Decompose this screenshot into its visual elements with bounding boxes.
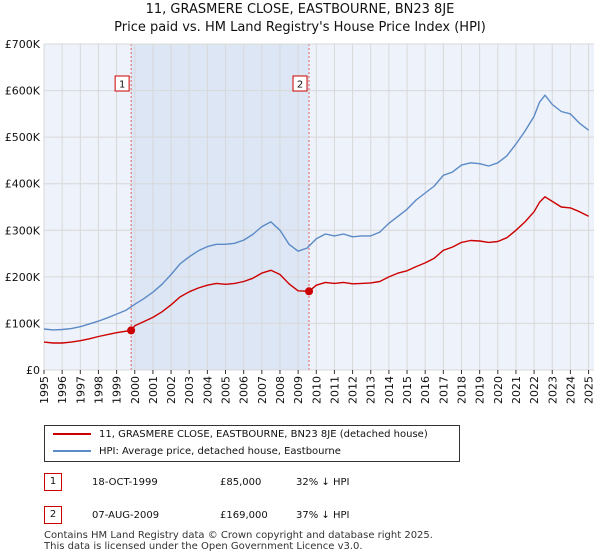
- property-line-swatch: [53, 433, 91, 435]
- x-tick-label: 2017: [437, 376, 450, 404]
- legend-hpi-label: HPI: Average price, detached house, East…: [99, 446, 341, 457]
- chart-title: 11, GRASMERE CLOSE, EASTBOURNE, BN23 8JE…: [0, 1, 600, 37]
- footer-attribution: Contains HM Land Registry data © Crown c…: [44, 530, 433, 552]
- legend-item-property: 11, GRASMERE CLOSE, EASTBOURNE, BN23 8JE…: [53, 427, 428, 443]
- sale-point: [127, 326, 136, 335]
- hpi-line-swatch: [53, 450, 91, 452]
- y-tick-label: £300K: [5, 224, 41, 237]
- y-tick-label: £0: [26, 364, 40, 377]
- property-price-line: [43, 196, 589, 344]
- ownership-shaded-region: [131, 44, 310, 370]
- legend: 11, GRASMERE CLOSE, EASTBOURNE, BN23 8JE…: [44, 425, 460, 462]
- sale-label-box: [114, 75, 130, 92]
- x-tick-label: 1999: [111, 376, 124, 404]
- transaction-date: 07-AUG-2009: [92, 510, 160, 521]
- x-tick-label: 2016: [419, 376, 432, 404]
- price-chart: 1 2 £0 £100K £200K £300K £400K £500K £600K £700K…: [5, 38, 596, 404]
- x-tick-label: 2002: [165, 376, 178, 404]
- chart-title-line1: 11, GRASMERE CLOSE, EASTBOURNE, BN23 8JE: [145, 2, 455, 17]
- x-tick-label: 2023: [546, 376, 559, 404]
- transaction-price: £169,000: [220, 510, 268, 521]
- sale-label-number: 1: [119, 80, 125, 91]
- sale-label-box: [292, 75, 308, 92]
- x-tick-label: 2025: [583, 376, 596, 404]
- transaction-date: 18-OCT-1999: [92, 477, 158, 488]
- x-tick-label: 2010: [310, 376, 323, 404]
- x-tick-label: 2022: [528, 376, 541, 404]
- transaction-price: £85,000: [220, 477, 262, 488]
- x-tick-label: 2012: [347, 376, 360, 404]
- transaction-badge: 1: [44, 473, 62, 491]
- x-tick-label: 2024: [564, 376, 577, 404]
- x-tick-label: 2019: [474, 376, 487, 404]
- x-tick-label: 2007: [256, 376, 269, 404]
- y-tick-label: £500K: [5, 131, 41, 144]
- x-tick-label: 1997: [74, 376, 87, 404]
- legend-item-hpi: HPI: Average price, detached house, East…: [53, 444, 341, 460]
- x-tick-label: 2003: [183, 376, 196, 404]
- transaction-badge: 2: [44, 506, 62, 524]
- transaction-hpi-diff: 37% ↓ HPI: [296, 510, 350, 521]
- legend-property-label: 11, GRASMERE CLOSE, EASTBOURNE, BN23 8JE…: [99, 429, 428, 440]
- x-tick-label: 2011: [328, 376, 341, 404]
- chart-title-line2: Price paid vs. HM Land Registry's House …: [114, 20, 486, 35]
- sale-label-number: 2: [297, 80, 303, 91]
- x-tick-label: 2014: [383, 376, 396, 404]
- x-tick-label: 2001: [147, 376, 160, 404]
- footer-line2: This data is licensed under the Open Gov…: [44, 541, 363, 552]
- y-tick-label: £600K: [5, 85, 41, 98]
- x-tick-label: 2021: [510, 376, 523, 404]
- x-tick-label: 2005: [220, 376, 233, 404]
- plot-background: [44, 44, 594, 370]
- x-tick-label: 2006: [238, 376, 251, 404]
- x-tick-label: 2018: [455, 376, 468, 404]
- x-tick-label: 1995: [38, 376, 51, 404]
- x-tick-label: 2009: [292, 376, 305, 404]
- x-tick-label: 2008: [274, 376, 287, 404]
- x-tick-label: 2015: [401, 376, 414, 404]
- y-tick-label: £700K: [5, 38, 41, 51]
- x-tick-label: 2020: [492, 376, 505, 404]
- x-tick-label: 2000: [129, 376, 142, 404]
- x-tick-label: 1998: [92, 376, 105, 404]
- x-tick-label: 2004: [201, 376, 214, 404]
- sale-point: [305, 287, 314, 296]
- y-tick-label: £200K: [5, 271, 41, 284]
- hpi-line: [43, 94, 590, 331]
- y-tick-label: £400K: [5, 178, 41, 191]
- y-tick-label: £100K: [5, 317, 41, 330]
- x-tick-label: 1996: [56, 376, 69, 404]
- transaction-hpi-diff: 32% ↓ HPI: [296, 477, 350, 488]
- footer-line1: Contains HM Land Registry data © Crown c…: [44, 530, 433, 541]
- x-tick-label: 2013: [365, 376, 378, 404]
